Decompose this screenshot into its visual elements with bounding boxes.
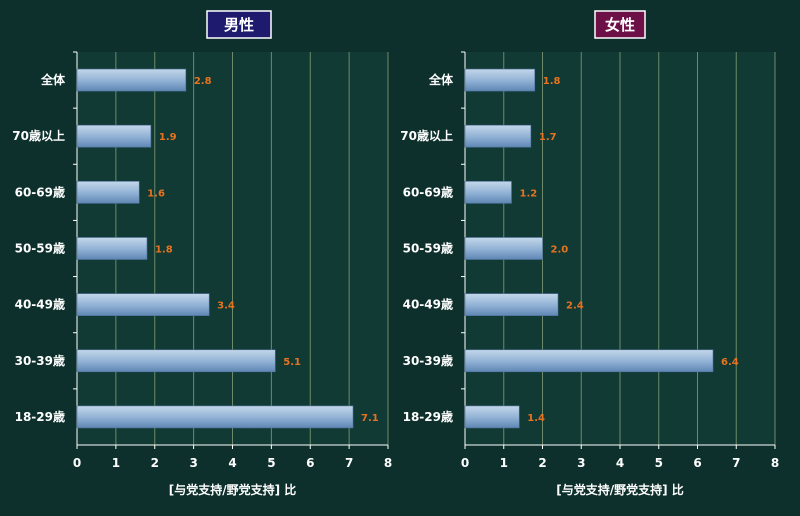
female-x-tick-label: 2 <box>538 456 546 470</box>
female-x-tick-label: 8 <box>771 456 779 470</box>
male-value-label: 1.9 <box>159 132 177 143</box>
male-category-label: 18-29歳 <box>15 409 65 424</box>
female-category-label: 40-49歳 <box>403 297 453 312</box>
female-value-label: 6.4 <box>721 357 739 368</box>
female-value-label: 1.8 <box>543 76 561 87</box>
male-category-label: 40-49歳 <box>15 297 65 312</box>
male-value-label: 1.6 <box>147 188 165 199</box>
male-title-box <box>206 10 272 39</box>
male-category-label: 全体 <box>40 72 66 87</box>
male-value-label: 7.1 <box>361 413 379 424</box>
female-value-label: 1.4 <box>527 413 545 424</box>
female-category-label: 全体 <box>428 72 454 87</box>
male-chart-title: 男性 <box>224 16 254 34</box>
female-category-label: 70歳以上 <box>400 128 453 143</box>
female-value-label: 2.0 <box>551 245 569 256</box>
male-x-axis-label: [与党支持/野党支持] 比 <box>169 482 297 497</box>
female-bar <box>464 237 543 260</box>
female-category-label: 60-69歳 <box>403 184 453 199</box>
male-x-tick-label: 5 <box>267 456 275 470</box>
female-x-tick-label: 1 <box>500 456 508 470</box>
female-bar <box>464 181 512 204</box>
female-bar <box>464 124 532 148</box>
male-bar <box>76 405 354 429</box>
female-x-tick-label: 0 <box>461 456 469 470</box>
male-category-label: 30-39歳 <box>15 353 65 368</box>
male-bar <box>76 293 210 316</box>
male-value-label: 2.8 <box>194 76 212 87</box>
male-x-tick-label: 2 <box>151 456 159 470</box>
male-x-tick-label: 3 <box>189 456 197 470</box>
male-value-label: 3.4 <box>217 301 235 312</box>
male-value-label: 5.1 <box>283 357 301 368</box>
male-x-tick-label: 0 <box>73 456 81 470</box>
male-value-label: 1.8 <box>155 245 173 256</box>
female-bar <box>464 349 714 373</box>
female-x-tick-label: 4 <box>616 456 624 470</box>
female-x-tick-label: 7 <box>732 456 740 470</box>
male-bar <box>76 124 152 148</box>
male-category-label: 60-69歳 <box>15 184 65 199</box>
female-category-label: 18-29歳 <box>403 409 453 424</box>
male-category-label: 50-59歳 <box>15 241 65 256</box>
male-x-tick-label: 1 <box>112 456 120 470</box>
female-x-tick-label: 3 <box>577 456 585 470</box>
female-value-label: 2.4 <box>566 301 584 312</box>
female-chart-title: 女性 <box>605 16 635 34</box>
male-x-tick-label: 4 <box>228 456 236 470</box>
male-chart-panel: 0 1 2 3 4 5 6 7 8 全体 2.8 70歳以上 1.9 60-69歳 1.6 50-59歳 1.8… <box>12 10 392 497</box>
male-bar <box>76 349 276 373</box>
male-x-tick-label: 8 <box>384 456 392 470</box>
female-x-tick-label: 6 <box>693 456 701 470</box>
female-category-label: 50-59歳 <box>403 241 453 256</box>
female-bar <box>464 405 520 429</box>
female-title-box <box>594 10 646 39</box>
male-category-label: 70歳以上 <box>12 128 65 143</box>
female-x-tick-label: 5 <box>655 456 663 470</box>
male-x-tick-label: 6 <box>306 456 314 470</box>
female-bar <box>464 68 536 92</box>
female-x-axis-label: [与党支持/野党支持] 比 <box>556 482 684 497</box>
female-category-label: 30-39歳 <box>403 353 453 368</box>
female-value-label: 1.2 <box>520 188 538 199</box>
female-bar <box>464 293 559 316</box>
female-chart-panel: 0 1 2 3 4 5 6 7 8 全体 1.8 70歳以上 1.7 60-69歳 1.2 50-59歳 2.0… <box>400 10 779 497</box>
male-bar <box>76 237 148 260</box>
female-value-label: 1.7 <box>539 132 557 143</box>
male-bar <box>76 68 187 92</box>
male-x-tick-label: 7 <box>345 456 353 470</box>
male-bar <box>76 181 140 204</box>
